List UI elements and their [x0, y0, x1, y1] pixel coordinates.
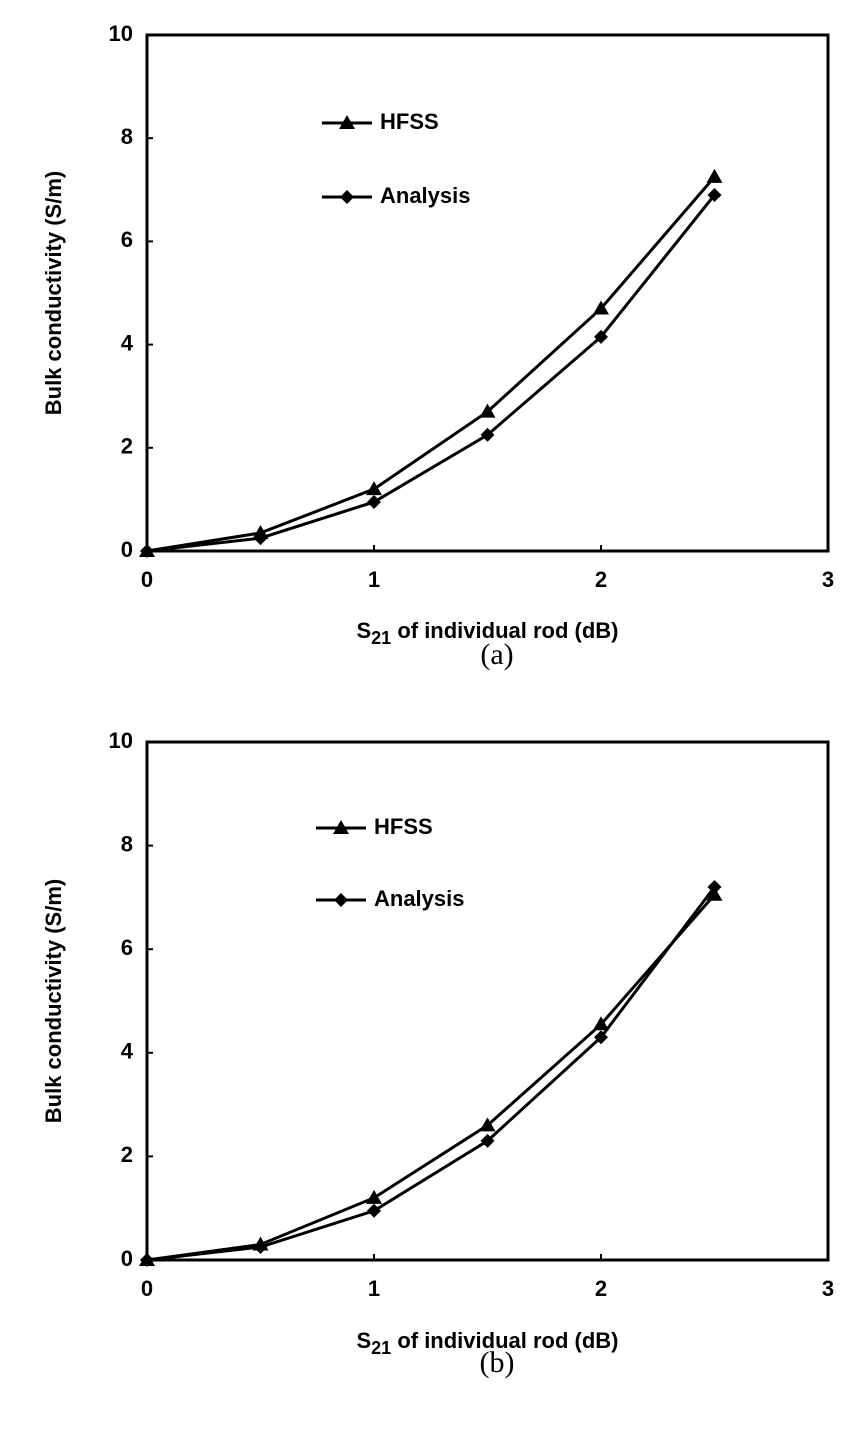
marker-diamond [707, 880, 722, 895]
x-tick-label: 0 [141, 1276, 153, 1301]
marker-diamond [253, 531, 268, 546]
series-line [146, 194, 716, 553]
marker-diamond [340, 190, 354, 204]
x-axis-label: S21 of individual rod (dB) [356, 1328, 618, 1358]
marker-triangle [479, 1117, 496, 1132]
y-tick-label: 10 [109, 21, 133, 46]
x-tick-label: 2 [595, 567, 607, 592]
marker-triangle [366, 1189, 382, 1204]
x-axis-label-subscript: 21 [371, 1338, 391, 1358]
marker-diamond [707, 187, 722, 202]
legend-label: Analysis [374, 886, 465, 911]
marker-triangle [706, 168, 723, 183]
marker-triangle [593, 1016, 609, 1031]
marker-diamond [480, 427, 495, 442]
y-tick-label: 0 [121, 1246, 133, 1271]
marker-triangle [479, 403, 496, 418]
x-axis-label: S21 of individual rod (dB) [356, 618, 618, 648]
x-axis-label-rest: of individual rod (dB) [391, 618, 618, 643]
y-axis-label: Bulk conductivity (S/m) [41, 171, 66, 415]
caption: (a) [480, 638, 513, 671]
marker-diamond [140, 1253, 154, 1267]
x-tick-label: 3 [822, 567, 834, 592]
y-tick-label: 2 [121, 434, 133, 459]
y-axis-label: Bulk conductivity (S/m) [41, 879, 66, 1123]
x-tick-label: 0 [141, 567, 153, 592]
x-axis-label-subscript: 21 [371, 628, 391, 648]
marker-triangle [366, 481, 382, 496]
legend-label: HFSS [374, 814, 433, 839]
y-tick-label: 4 [121, 1039, 134, 1064]
marker-triangle [339, 115, 355, 129]
marker-diamond [594, 329, 608, 344]
y-tick-label: 8 [121, 124, 133, 149]
y-tick-label: 2 [121, 1142, 133, 1167]
y-tick-label: 10 [109, 728, 133, 753]
y-tick-label: 0 [121, 537, 133, 562]
y-tick-label: 6 [121, 935, 133, 960]
x-tick-label: 1 [368, 567, 380, 592]
series-line [146, 175, 716, 553]
marker-diamond [253, 1240, 268, 1255]
x-tick-label: 3 [822, 1276, 834, 1301]
series-line [146, 893, 716, 1262]
x-tick-label: 1 [368, 1276, 380, 1301]
plot-frame [145, 740, 830, 1262]
x-axis-label-main: S [356, 618, 371, 643]
marker-triangle [593, 300, 609, 315]
marker-diamond [594, 1030, 608, 1045]
marker-diamond [140, 544, 154, 558]
caption: (b) [480, 1346, 515, 1379]
x-axis-label-rest: of individual rod (dB) [391, 1328, 618, 1353]
y-tick-label: 4 [121, 330, 134, 355]
plot-frame [145, 33, 830, 553]
legend-label: HFSS [380, 109, 439, 134]
marker-triangle [333, 820, 349, 834]
legend-label: Analysis [380, 183, 471, 208]
series-line [146, 886, 716, 1262]
marker-diamond [480, 1133, 495, 1148]
x-axis-label-main: S [356, 1328, 371, 1353]
marker-diamond [367, 494, 381, 509]
y-tick-label: 6 [121, 227, 133, 252]
y-tick-label: 8 [121, 831, 133, 856]
marker-diamond [334, 893, 348, 907]
marker-diamond [367, 1203, 381, 1218]
x-tick-label: 2 [595, 1276, 607, 1301]
